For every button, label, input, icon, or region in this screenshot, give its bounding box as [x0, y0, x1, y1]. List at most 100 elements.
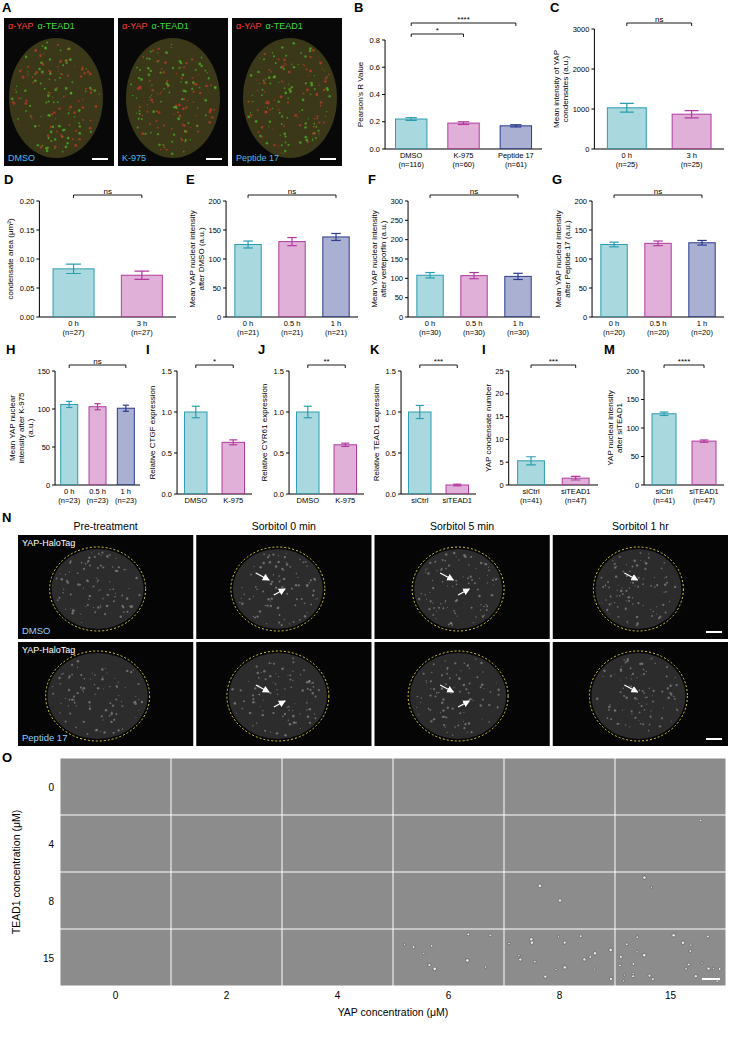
speckle — [257, 109, 259, 111]
dic-image — [172, 759, 282, 815]
panel-a: Aα-YAPα-TEAD1DMSOα-YAPα-TEAD1K-975α-YAPα… — [2, 0, 342, 166]
n-label: (n=41) — [520, 496, 542, 505]
speckle — [99, 589, 100, 590]
x-tick-label: 1 h — [121, 487, 131, 496]
y-tick-label: 150 — [391, 255, 404, 264]
speckle — [192, 81, 195, 84]
speckle — [264, 91, 265, 92]
speckle — [284, 734, 286, 736]
speckle — [252, 694, 254, 696]
y-tick-label: 1.0 — [386, 408, 396, 417]
x-tick-label: 3 h — [686, 151, 696, 160]
speckle — [258, 131, 260, 133]
speckle — [619, 595, 621, 597]
y-tick-label: 100 — [391, 274, 404, 283]
x-tick-label: siTEAD1 — [561, 487, 591, 496]
speckle — [659, 725, 661, 727]
y-tick-label: 0.00 — [20, 313, 35, 322]
speckle — [27, 71, 28, 72]
speckle — [667, 687, 669, 689]
speckle — [172, 67, 174, 69]
speckle — [463, 684, 466, 687]
speckle — [282, 716, 284, 718]
speckle — [72, 609, 75, 612]
speckle — [480, 662, 482, 664]
speckle — [618, 616, 620, 618]
error-cap — [192, 406, 200, 407]
speckle — [632, 565, 634, 567]
speckle — [272, 128, 273, 129]
speckle — [88, 557, 90, 559]
speckle — [278, 145, 279, 146]
significance-label: ns — [654, 187, 662, 196]
droplet — [428, 963, 431, 966]
speckle — [13, 102, 15, 104]
speckle — [455, 600, 457, 602]
speckle — [83, 691, 84, 692]
speckle — [252, 698, 254, 700]
error-bar — [192, 406, 200, 417]
column-label: 4 — [335, 990, 341, 1001]
y-tick-label: 150 — [209, 226, 222, 235]
speckle — [45, 102, 47, 104]
speckle — [641, 674, 642, 675]
speckle — [287, 144, 289, 146]
speckle — [614, 709, 617, 712]
y-tick — [398, 371, 401, 372]
y-tick — [52, 371, 55, 372]
y-tick — [174, 453, 177, 454]
dic-image — [616, 759, 726, 815]
speckle — [631, 678, 632, 679]
stain-label: α-TEAD1 — [38, 21, 75, 31]
bar — [689, 243, 715, 317]
arrow — [624, 573, 637, 580]
arrow — [274, 589, 285, 595]
speckle — [661, 567, 663, 569]
speckle — [306, 88, 309, 91]
y-axis — [401, 371, 402, 494]
speckle — [153, 102, 154, 103]
speckle — [112, 566, 114, 568]
speckle — [623, 659, 624, 660]
speckle — [626, 621, 628, 623]
speckle — [20, 98, 21, 99]
speckle — [266, 142, 269, 145]
error-cap — [94, 409, 100, 410]
x-tick-label: DMSO — [185, 496, 208, 505]
error-cap — [123, 405, 129, 406]
speckle — [610, 596, 612, 598]
row-label: 4 — [48, 839, 54, 850]
speckle — [291, 588, 293, 590]
speckle — [328, 95, 330, 97]
speckle — [81, 622, 82, 623]
significance-label: ns — [103, 187, 111, 196]
speckle — [43, 64, 44, 65]
speckle — [293, 621, 295, 623]
speckle — [626, 600, 627, 601]
y-tick — [223, 230, 226, 231]
droplet — [706, 935, 709, 938]
condition-label: DMSO — [8, 153, 35, 163]
speckle — [78, 138, 80, 140]
speckle — [418, 714, 419, 715]
y-tick — [174, 412, 177, 413]
speckle — [608, 587, 610, 589]
speckle — [280, 580, 281, 581]
speckle — [302, 93, 304, 95]
y-axis-title: YAP condensate number — [484, 384, 493, 473]
speckle — [641, 705, 643, 707]
speckle — [447, 585, 448, 586]
speckle — [283, 125, 285, 127]
speckle — [249, 598, 251, 600]
speckle — [138, 77, 140, 79]
speckle — [259, 610, 261, 612]
speckle — [68, 112, 70, 114]
speckle — [484, 563, 485, 564]
micrograph — [118, 18, 228, 166]
speckle — [161, 68, 163, 70]
speckle — [101, 555, 102, 556]
speckle — [278, 109, 280, 111]
speckle — [300, 52, 302, 54]
speckle — [103, 731, 105, 733]
speckle — [263, 58, 265, 60]
